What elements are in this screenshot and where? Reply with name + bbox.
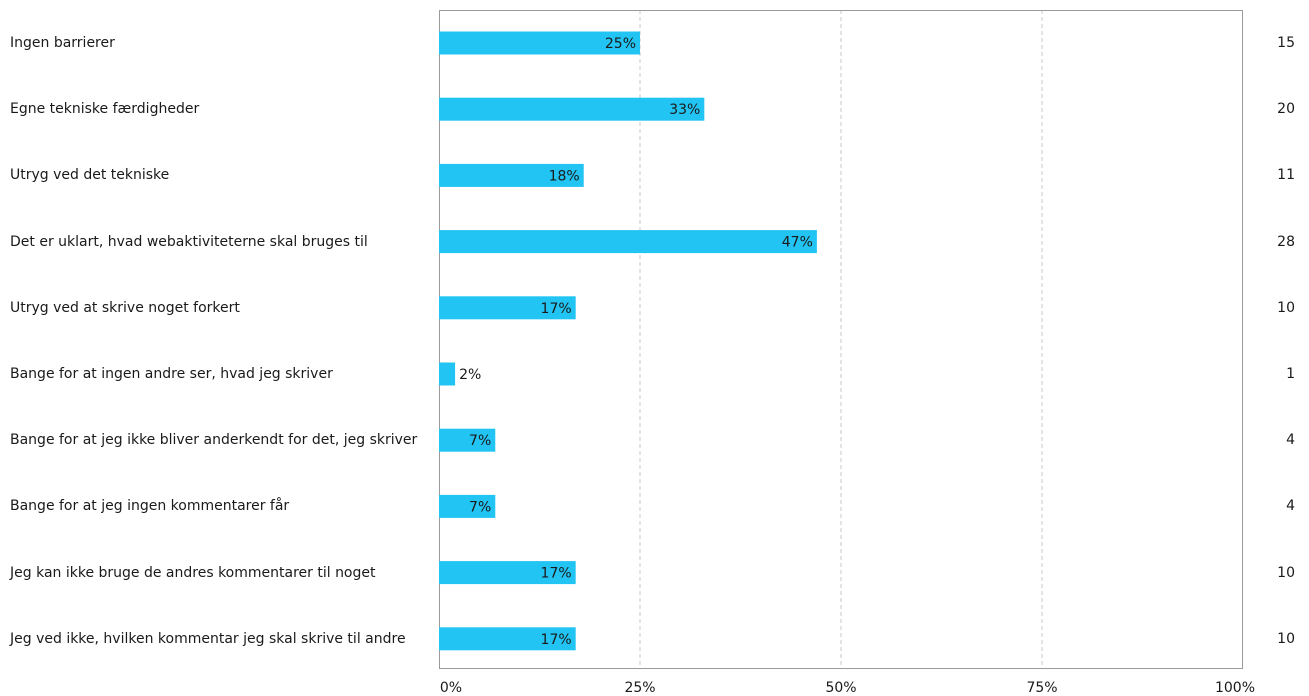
- x-tick-label: 0%: [439, 680, 463, 696]
- count-label: 10: [1277, 299, 1295, 316]
- bar-value-label: 2%: [459, 367, 481, 383]
- bar-value-label: 17%: [541, 632, 572, 648]
- bar: [439, 428, 496, 452]
- count-label: 10: [1277, 630, 1295, 647]
- bar: [439, 31, 640, 55]
- x-tick-label: 100%: [1214, 680, 1256, 696]
- count-label: 4: [1286, 498, 1295, 515]
- bar: [439, 296, 576, 320]
- bar-value-label: 33%: [669, 102, 700, 118]
- count-label: 4: [1286, 432, 1295, 449]
- bar-value-label: 18%: [549, 168, 580, 184]
- category-label: Bange for at jeg ingen kommentarer får: [10, 498, 290, 515]
- category-label: Bange for at jeg ikke bliver anderkendt …: [10, 432, 418, 449]
- bar: [439, 627, 576, 651]
- category-label: Ingen barrierer: [10, 35, 115, 51]
- x-tick-label: 50%: [825, 680, 857, 696]
- bar: [439, 494, 496, 518]
- bar-value-label: 17%: [541, 566, 572, 582]
- bar-value-label: 7%: [469, 433, 491, 449]
- bar: [439, 163, 584, 187]
- bar: [439, 97, 705, 121]
- x-tick-label: 25%: [624, 680, 656, 696]
- count-label: 10: [1277, 564, 1295, 581]
- plot-frame: [439, 10, 1243, 669]
- bar-value-label: 25%: [605, 36, 636, 52]
- category-label: Det er uklart, hvad webaktiviteterne ska…: [10, 233, 368, 250]
- bar-value-label: 7%: [469, 499, 491, 515]
- count-label: 1: [1286, 366, 1295, 382]
- count-label: 20: [1277, 101, 1295, 118]
- category-label: Jeg ved ikke, hvilken kommentar jeg skal…: [10, 630, 406, 647]
- x-tick-label: 75%: [1026, 680, 1058, 696]
- category-label: Bange for at ingen andre ser, hvad jeg s…: [10, 366, 333, 382]
- count-label: 15: [1277, 35, 1295, 51]
- count-label: 11: [1277, 167, 1295, 184]
- category-label: Utryg ved at skrive noget forkert: [10, 299, 240, 316]
- bar: [439, 362, 456, 386]
- bar-value-label: 47%: [782, 235, 813, 251]
- bar: [439, 230, 817, 254]
- category-label: Utryg ved det tekniske: [10, 167, 170, 184]
- bar-value-label: 17%: [541, 301, 572, 317]
- count-label: 28: [1277, 233, 1295, 250]
- category-label: Jeg kan ikke bruge de andres kommentarer…: [10, 564, 376, 581]
- category-label: Egne tekniske færdigheder: [10, 101, 200, 118]
- bar: [439, 561, 576, 585]
